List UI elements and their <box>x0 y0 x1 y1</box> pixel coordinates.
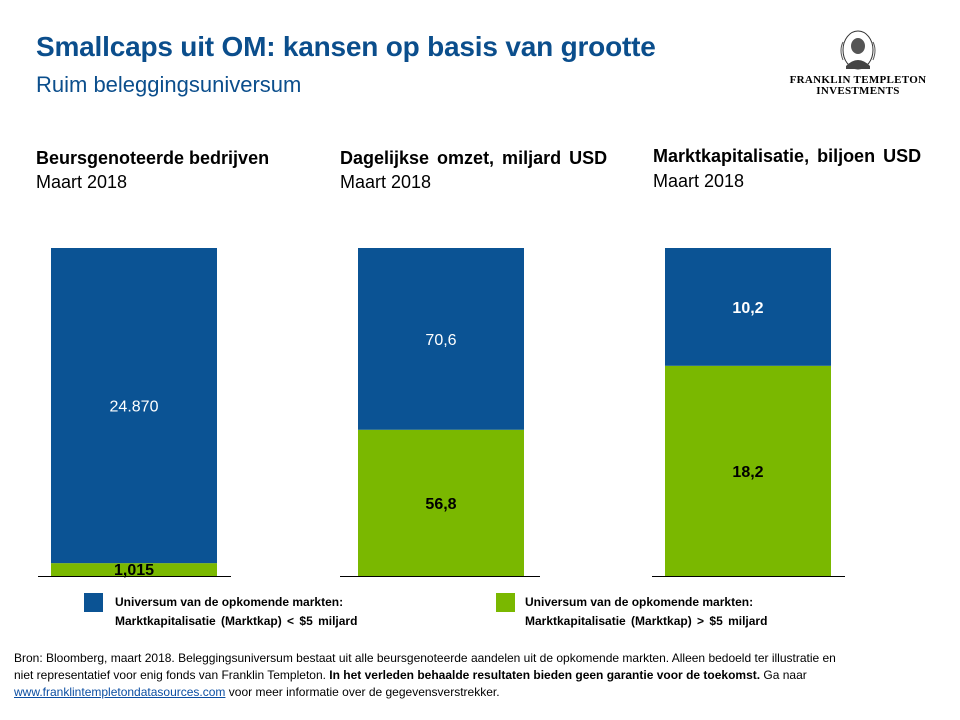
bar-1-segment-blue <box>51 248 217 564</box>
bar-2-label-blue: 70,6 <box>425 332 456 349</box>
bar-1-label-green: 1,015 <box>114 562 154 579</box>
source-disclaimer: In het verleden behaalde resultaten bied… <box>329 668 761 682</box>
page-title: Smallcaps uit OM: kansen op basis van gr… <box>36 31 656 62</box>
legend-green-line2: Marktkapitalisatie (Marktkap) > $5 milja… <box>525 614 768 628</box>
bar-3-segment-blue <box>665 248 831 366</box>
page-subtitle: Ruim beleggingsuniversum <box>36 72 302 97</box>
panel-1-title: Beursgenoteerde bedrijven <box>36 148 270 168</box>
source-text-2: Ga naar <box>760 668 807 682</box>
source-note: Bron: Bloomberg, maart 2018. Beleggingsu… <box>14 650 846 701</box>
legend-blue-line2: Marktkapitalisatie (Marktkap) < $5 milja… <box>115 614 358 628</box>
panel-2-title: Dagelijkse omzet, miljard USD <box>340 148 608 168</box>
source-link[interactable]: www.franklintempletondatasources.com <box>14 685 226 699</box>
legend-swatch-blue <box>84 593 103 612</box>
bar-2-segment-green <box>358 429 524 576</box>
bar-1-segment-green <box>51 563 217 576</box>
bar-3-segment-green <box>665 365 831 576</box>
panel-3-title: Marktkapitalisatie, biljoen USD <box>653 146 922 166</box>
source-text: Bron: Bloomberg, maart 2018. Beleggingsu… <box>14 651 836 682</box>
legend-green-line1: Universum van de opkomende markten: <box>525 595 754 609</box>
panel-2-subtitle: Maart 2018 <box>340 172 432 192</box>
source-text-3: voor meer informatie over de gegevensver… <box>225 685 500 699</box>
bar-2-segment-blue <box>358 248 524 430</box>
logo-text-line1: FRANKLIN TEMPLETON <box>789 74 927 86</box>
bar-3-label-green: 18,2 <box>732 464 763 481</box>
bar-3-label-blue: 10,2 <box>732 300 763 317</box>
franklin-portrait-logo-icon <box>840 30 876 70</box>
bar-2-label-green: 56,8 <box>425 496 456 513</box>
panel-1-subtitle: Maart 2018 <box>36 172 128 192</box>
bar-1-label-blue: 24.870 <box>110 399 159 416</box>
legend-swatch-green <box>496 593 515 612</box>
panel-3-subtitle: Maart 2018 <box>653 171 745 191</box>
legend-blue-line1: Universum van de opkomende markten: <box>115 595 344 609</box>
logo-text-line2: INVESTMENTS <box>816 85 900 97</box>
